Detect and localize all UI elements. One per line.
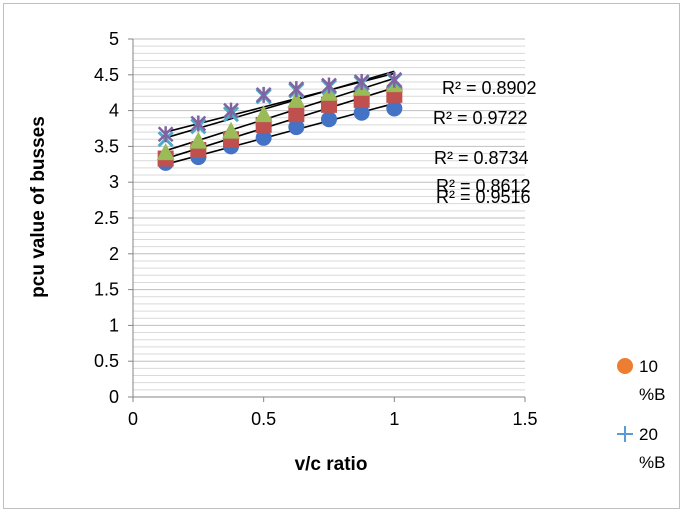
scatter-chart: 0 0.5 1 1.5 2 2.5 3 3.5 4 4.5 5 0 0.5 1 1.5 R² = 0.951… bbox=[28, 29, 665, 475]
axes bbox=[128, 38, 526, 402]
trendline bbox=[165, 70, 395, 139]
data-point bbox=[386, 100, 403, 117]
data-point bbox=[190, 115, 207, 132]
data-points bbox=[156, 71, 404, 171]
x-tick-label: 0 bbox=[128, 409, 138, 429]
data-point bbox=[288, 106, 305, 123]
y-tick-label: 3 bbox=[109, 172, 119, 192]
data-point bbox=[321, 77, 337, 94]
legend-marker bbox=[617, 426, 633, 442]
data-point bbox=[353, 104, 370, 121]
y-tick-label: 4 bbox=[109, 101, 119, 121]
legend-label: %B bbox=[639, 385, 665, 404]
legend-label: 10 bbox=[639, 357, 658, 376]
data-point bbox=[288, 119, 305, 136]
y-tick-label: 1 bbox=[109, 315, 119, 335]
data-point bbox=[353, 73, 370, 90]
data-point bbox=[222, 121, 240, 139]
data-point bbox=[353, 91, 370, 108]
data-point bbox=[386, 71, 403, 88]
y-tick-label: 1.5 bbox=[94, 280, 119, 300]
data-point bbox=[321, 111, 337, 128]
data-point bbox=[255, 129, 272, 146]
y-tick-label: 2 bbox=[109, 244, 119, 264]
r-squared-label: R² = 0.8734 bbox=[434, 148, 529, 168]
data-point bbox=[157, 126, 174, 143]
y-tick-label: 0.5 bbox=[94, 351, 119, 371]
data-point bbox=[287, 90, 306, 108]
data-point bbox=[288, 81, 305, 98]
x-axis-title: v/c ratio bbox=[295, 454, 368, 475]
data-point bbox=[255, 86, 272, 103]
data-point bbox=[189, 131, 208, 149]
y-tick-label: 4.5 bbox=[94, 65, 119, 85]
y-axis-title: pcu value of busses bbox=[28, 116, 49, 298]
y-tick-label: 3.5 bbox=[94, 136, 119, 156]
legend-label: %B bbox=[639, 453, 665, 472]
data-point bbox=[254, 105, 273, 123]
data-point bbox=[223, 102, 239, 119]
r-squared-label: R² = 0.9722 bbox=[433, 108, 528, 128]
data-point bbox=[156, 143, 175, 161]
r-squared-label: R² = 0.9516 bbox=[436, 187, 531, 207]
y-tick-label: 5 bbox=[109, 29, 119, 49]
y-tick-label: 2.5 bbox=[94, 208, 119, 228]
tick-labels: 0 0.5 1 1.5 2 2.5 3 3.5 4 4.5 5 0 0.5 1 1.5 bbox=[94, 29, 538, 429]
chart-frame: 0 0.5 1 1.5 2 2.5 3 3.5 4 4.5 5 0 0.5 1 1.5 R² = 0.951… bbox=[3, 3, 680, 509]
x-tick-label: 1 bbox=[389, 409, 399, 429]
data-point bbox=[321, 96, 337, 113]
r-squared-label: R² = 0.8612 bbox=[436, 176, 531, 196]
y-tick-label: 0 bbox=[109, 387, 119, 407]
legend-label: 20 bbox=[639, 425, 658, 444]
legend: 10 %B 20 %B bbox=[617, 357, 665, 472]
x-tick-label: 1.5 bbox=[512, 409, 537, 429]
gridlines bbox=[133, 38, 525, 391]
x-tick-label: 0.5 bbox=[251, 409, 276, 429]
legend-marker bbox=[617, 358, 633, 374]
r-squared-label: R² = 0.8902 bbox=[442, 78, 537, 98]
